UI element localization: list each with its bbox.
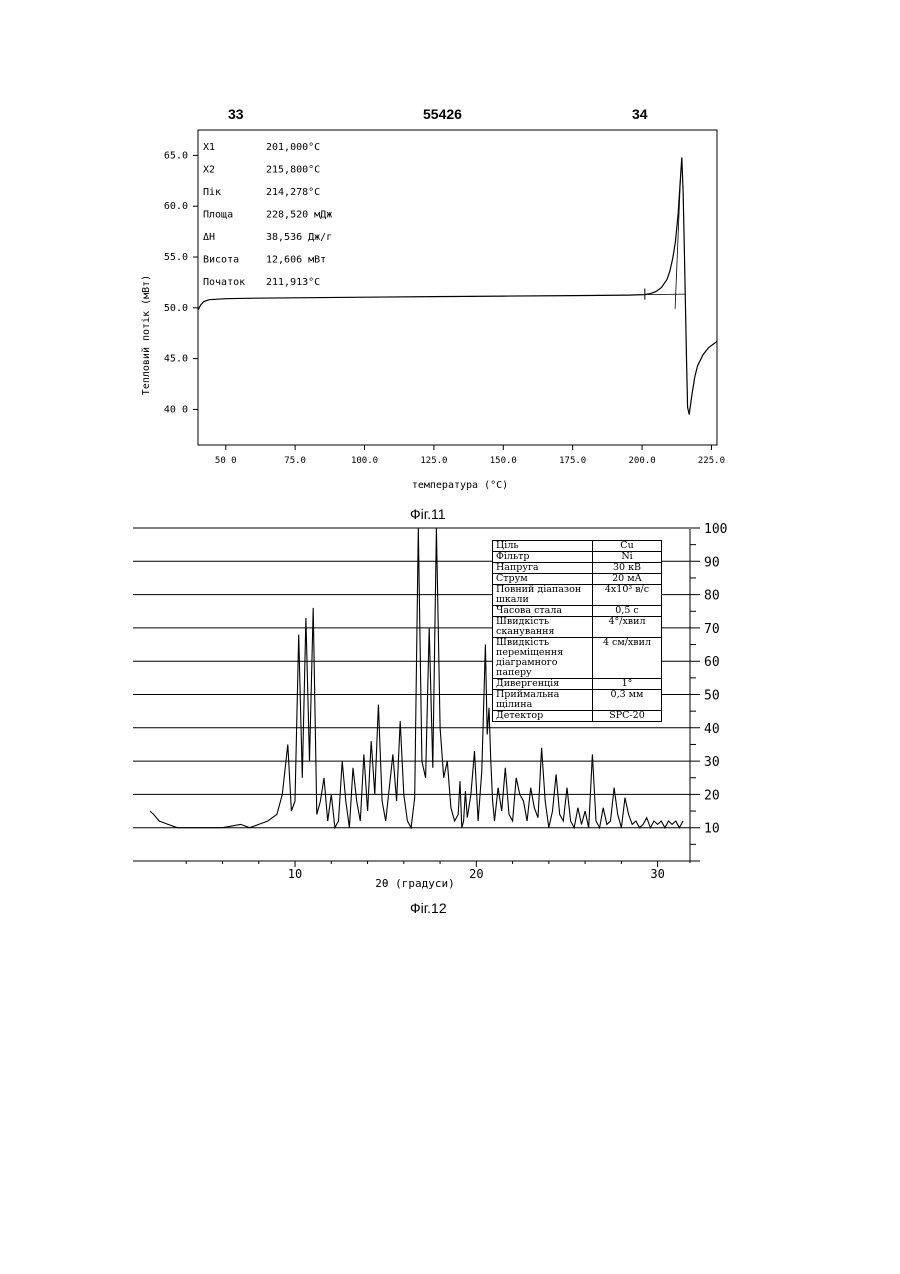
table-row: Приймальна щілина0,3 мм <box>493 690 662 711</box>
param-value: 0,3 мм <box>593 690 662 711</box>
dsc-axis-ticks: 65.0 60.0 55.0 50.0 45.0 40 0 50 0 75.0 100.0 125… <box>164 150 725 466</box>
param-name: Повний діапазон шкали <box>493 585 593 606</box>
param-name: Швидкість переміщення діаграмного паперу <box>493 638 593 679</box>
dsc-annotation-label: Висота <box>203 255 239 266</box>
dsc-annotation-value: 38,536 Дж/г <box>266 232 332 243</box>
dsc-annotation-label: X2 <box>203 165 215 176</box>
xrd-y-tick-label: 70 <box>704 622 720 637</box>
dsc-annotation-panel: X1 201,000°C X2 215,800°C Пік 214,278°C Площа 2… <box>203 142 332 288</box>
dsc-y-axis-label: Тепловий потік (мВт) <box>140 275 152 395</box>
xrd-y-tick-label: 100 <box>704 522 727 537</box>
table-row: Напруга30 кВ <box>493 563 662 574</box>
dsc-onset-tangent <box>675 181 680 309</box>
dsc-x-tick-label: 75.0 <box>284 456 306 466</box>
dsc-annotation-value: 12,606 мВт <box>266 255 326 266</box>
table-row: Струм20 мА <box>493 574 662 585</box>
dsc-y-tick-label: 50.0 <box>164 303 188 314</box>
fig12-caption: Фіг.12 <box>410 900 447 916</box>
table-row: Часова стала0,5 с <box>493 606 662 617</box>
param-name: Приймальна щілина <box>493 690 593 711</box>
dsc-annotation-value: 215,800°C <box>266 165 320 176</box>
xrd-x-tick-label: 10 <box>288 867 302 881</box>
param-value: 4 см/хвил <box>593 638 662 679</box>
param-value: 1° <box>593 679 662 690</box>
dsc-x-axis-label: температура (°C) <box>412 480 508 491</box>
dsc-annotation-label: ΔH <box>203 232 215 243</box>
dsc-annotation-value: 211,913°C <box>266 277 320 288</box>
dsc-x-tick-label: 175.0 <box>559 456 586 466</box>
dsc-integration-baseline <box>645 294 686 295</box>
xrd-y-tick-label: 80 <box>704 589 720 604</box>
xrd-y-tick-label: 40 <box>704 722 720 737</box>
dsc-y-tick-label: 45.0 <box>164 354 188 365</box>
param-name: Детектор <box>493 711 593 722</box>
table-row: Швидкість сканування4°/хвил <box>493 617 662 638</box>
dsc-y-tick-label: 40 0 <box>164 404 188 415</box>
dsc-y-tick-label: 60.0 <box>164 201 188 212</box>
xrd-y-tick-label: 50 <box>704 689 720 704</box>
dsc-x-tick-label: 225.0 <box>698 456 725 466</box>
table-row: Повний діапазон шкали4x10³ в/с <box>493 585 662 606</box>
param-value: 4°/хвил <box>593 617 662 638</box>
xrd-x-tick-label: 20 <box>469 867 483 881</box>
param-value: 4x10³ в/с <box>593 585 662 606</box>
dsc-annotation-value: 214,278°C <box>266 187 320 198</box>
param-name: Дивергенція <box>493 679 593 690</box>
xrd-parameters-table: ЦільCuФільтрNiНапруга30 кВСтрум20 мАПовн… <box>492 540 662 722</box>
table-row: Дивергенція1° <box>493 679 662 690</box>
xrd-y-tick-label: 30 <box>704 755 720 770</box>
dsc-annotation-label: Площа <box>203 210 233 221</box>
table-row: Швидкість переміщення діаграмного паперу… <box>493 638 662 679</box>
dsc-annotation-value: 201,000°C <box>266 142 320 153</box>
param-name: Часова стала <box>493 606 593 617</box>
dsc-x-tick-label: 150.0 <box>490 456 517 466</box>
xrd-x-axis-label: 2θ (градуси) <box>375 877 454 890</box>
table-row: ЦільCu <box>493 541 662 552</box>
xrd-y-tick-label: 10 <box>704 822 720 837</box>
param-value: Cu <box>593 541 662 552</box>
xrd-y-tick-label: 20 <box>704 788 720 803</box>
param-name: Швидкість сканування <box>493 617 593 638</box>
table-row: ФільтрNi <box>493 552 662 563</box>
param-value: 30 кВ <box>593 563 662 574</box>
param-value: 20 мА <box>593 574 662 585</box>
xrd-y-tick-label: 60 <box>704 655 720 670</box>
dsc-x-tick-label: 50 0 <box>215 456 237 466</box>
xrd-y-tick-label: 90 <box>704 555 720 570</box>
dsc-chart: X1 201,000°C X2 215,800°C Пік 214,278°C Площа 2… <box>0 0 900 520</box>
dsc-annotation-label: Пік <box>203 186 221 198</box>
param-name: Ціль <box>493 541 593 552</box>
dsc-annotation-value: 228,520 мДж <box>266 210 332 221</box>
param-name: Фільтр <box>493 552 593 563</box>
param-value: 0,5 с <box>593 606 662 617</box>
dsc-x-tick-label: 200.0 <box>629 456 656 466</box>
dsc-y-tick-label: 65.0 <box>164 150 188 161</box>
dsc-x-tick-label: 125.0 <box>420 456 447 466</box>
xrd-x-tick-label: 30 <box>650 867 664 881</box>
xrd-chart: 10 20 30 40 50 60 70 80 90 100 10 20 30 2θ (градуси) <box>0 515 900 905</box>
dsc-annotation-label: Початок <box>203 277 245 288</box>
dsc-annotation-label: X1 <box>203 142 215 153</box>
param-value: Ni <box>593 552 662 563</box>
dsc-y-tick-label: 55.0 <box>164 252 188 263</box>
dsc-x-tick-label: 100.0 <box>351 456 378 466</box>
param-name: Напруга <box>493 563 593 574</box>
table-row: ДетекторSPC-20 <box>493 711 662 722</box>
param-value: SPC-20 <box>593 711 662 722</box>
param-name: Струм <box>493 574 593 585</box>
